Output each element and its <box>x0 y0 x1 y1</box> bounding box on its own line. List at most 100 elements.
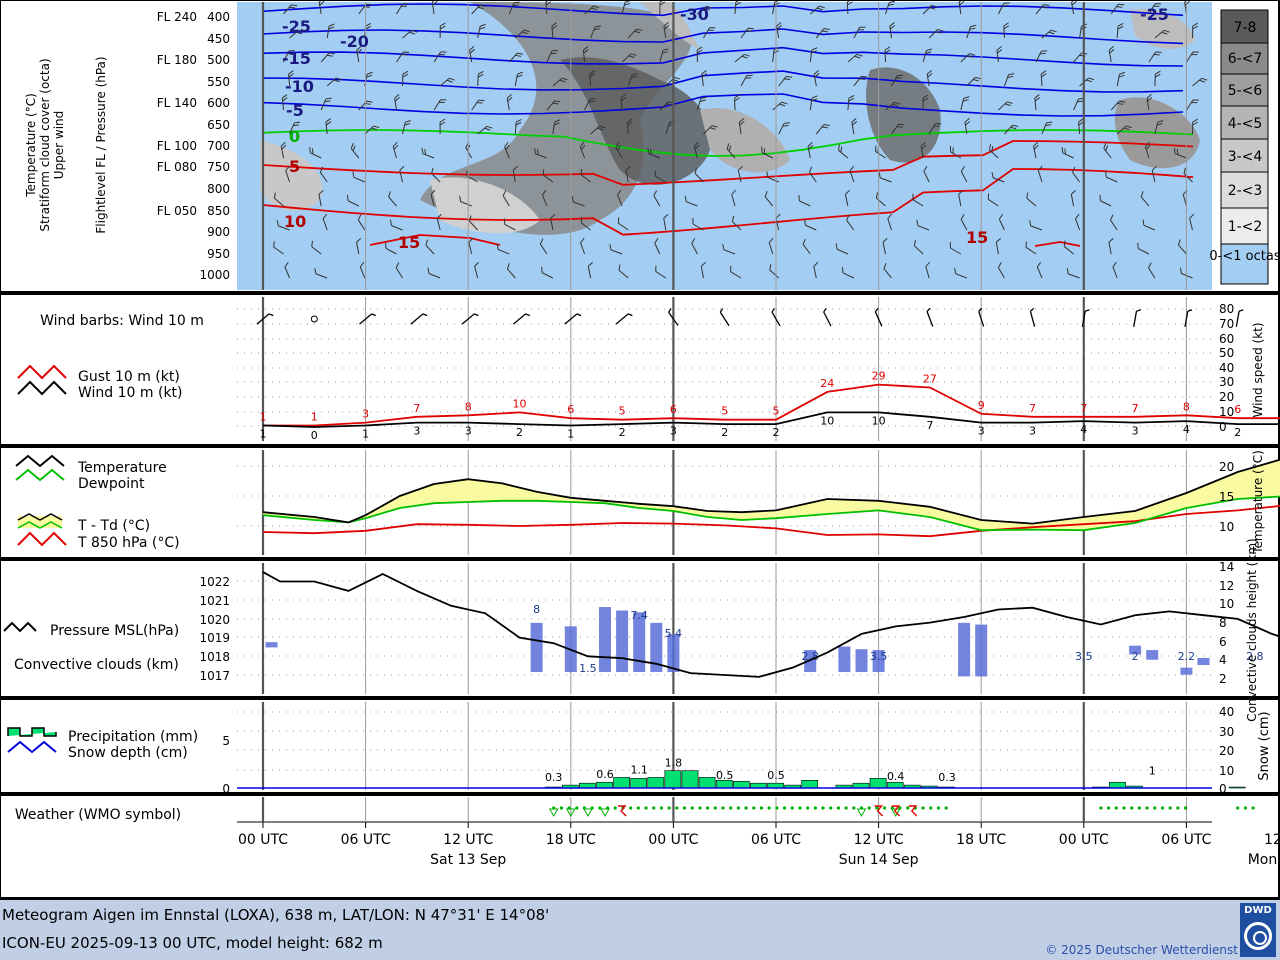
upper-wind-barb <box>1146 94 1153 111</box>
upper-wind-barb <box>769 264 780 279</box>
upper-wind-barb <box>926 70 933 87</box>
gust-value-label: 29 <box>872 370 886 383</box>
legend-gust: Gust 10 m (kt) <box>78 369 180 385</box>
upper-wind-barb <box>541 189 548 207</box>
upper-wind-barb <box>1142 219 1156 231</box>
upper-wind-barb <box>502 190 510 207</box>
upper-wind-barb <box>960 53 976 63</box>
time-label: 18 UTC <box>546 832 596 848</box>
upper-wind-barb <box>1148 262 1156 279</box>
upper-wind-barb <box>364 125 380 135</box>
convective-cloud-bar <box>975 624 988 677</box>
upper-wind-barb <box>875 192 886 207</box>
upper-wind-barb <box>1040 70 1047 87</box>
upper-wind-barb <box>776 21 782 39</box>
rain-dot <box>636 806 640 810</box>
upper-wind-barb <box>916 219 930 231</box>
y-tick: 10 <box>1219 520 1234 534</box>
upper-wind-barb <box>320 97 332 111</box>
upper-wind-barb <box>551 22 558 39</box>
rain-dot <box>936 806 941 810</box>
cloud-blob <box>1130 9 1195 50</box>
y-tick: 0 <box>1219 420 1227 434</box>
upper-wind-barb <box>663 22 670 39</box>
upper-wind-barb <box>552 119 561 135</box>
rain-dot <box>1122 806 1126 810</box>
upper-wind-barb <box>439 77 455 87</box>
gust-value-label: 10 <box>513 397 527 410</box>
legend-conv: Convective clouds (km) <box>14 657 179 673</box>
gust-value-label: 27 <box>923 373 937 386</box>
y-tick: 14 <box>1219 560 1234 574</box>
upper-wind-barb <box>402 70 409 87</box>
thunderstorm-icon <box>618 805 627 817</box>
wind-barbs-title: Wind barbs: Wind 10 m <box>40 313 204 329</box>
y-tick: 1018 <box>199 650 230 664</box>
wind-value-label: 2 <box>1234 426 1241 439</box>
upper-label-temp: Temperature (°C) <box>24 93 38 198</box>
cloud-cover-legend: 7-8 6-<7 5-<6 4-<5 3-<4 2-<3 1-<2 0-<1 o… <box>1209 9 1280 285</box>
legend-precip: Precipitation (mm) <box>68 729 198 745</box>
upper-wind-barb <box>433 51 447 63</box>
gust-value-label: 3 <box>362 408 369 421</box>
isotherm-label: -10 <box>285 77 314 96</box>
upper-wind-barb <box>691 238 698 255</box>
upper-wind-barb <box>813 69 820 87</box>
upper-wind-barb <box>997 2 1010 15</box>
upper-wind-barb <box>284 261 291 279</box>
upper-wind-barb <box>1041 29 1057 39</box>
upper-air-panel: -25 -20 -15 -10 -5 0 5 10 15 -30 -25 15 … <box>0 0 1280 293</box>
legend-dew: Dewpoint <box>78 476 145 492</box>
upper-wind-barb <box>913 240 924 255</box>
upper-wind-barb <box>1110 3 1125 15</box>
upper-wind-barb <box>700 261 707 279</box>
upper-wind-barb <box>388 191 397 207</box>
rain-dot <box>729 806 733 810</box>
temperature-line <box>262 458 1280 525</box>
rain-dot <box>821 806 825 810</box>
y-tick: 20 <box>1219 744 1234 758</box>
upper-wind-barb <box>692 218 704 231</box>
isotherm-label: -30 <box>680 5 709 24</box>
upper-wind-barb <box>590 125 606 135</box>
upper-wind-barb <box>1154 70 1161 87</box>
upper-wind-barb <box>950 145 962 159</box>
upper-wind-barb <box>731 189 737 207</box>
upper-wind-barb <box>1110 214 1118 231</box>
rain-dot <box>906 806 910 810</box>
precip-bar <box>1228 786 1246 789</box>
upper-wind-barb <box>655 265 667 279</box>
wind-value-label: 1 <box>362 428 369 441</box>
y-tick: 2 <box>1219 672 1227 686</box>
convective-cloud-bar <box>1197 657 1210 666</box>
upper-wind-barb <box>849 165 855 183</box>
upper-wind-barb <box>273 192 284 207</box>
gust-value-label: 5 <box>721 405 728 418</box>
temp-y-axis: 20 15 10 Temperature (°C) <box>1219 450 1265 555</box>
upper-wind-barb <box>477 125 493 135</box>
upper-wind-barb <box>1036 261 1043 279</box>
surface-wind-barb <box>771 307 781 327</box>
precip-y-axis-right: 40 30 20 10 0 Snow (cm) <box>1219 705 1272 796</box>
pressure-label: 850 <box>207 204 230 218</box>
rain-dot <box>1145 806 1149 810</box>
upper-wind-barb <box>550 213 556 231</box>
convective-label: 2.8 <box>1246 650 1264 663</box>
upper-wind-barb <box>1099 194 1112 207</box>
convective-cloud-bar <box>599 607 611 673</box>
rain-dot <box>752 806 756 810</box>
upper-wind-barb <box>534 148 548 159</box>
rain-dot <box>667 806 671 810</box>
upper-wind-barb <box>1063 240 1074 255</box>
upper-wind-barb <box>1026 192 1037 207</box>
upper-wind-barb <box>394 94 400 111</box>
upper-wind-barb <box>802 238 811 255</box>
upper-wind-barb <box>276 220 290 231</box>
upper-wind-barb <box>459 195 472 207</box>
surface-wind-barb <box>978 307 985 327</box>
surface-wind-barbs <box>256 307 1244 327</box>
gust-value-label: 8 <box>465 400 472 413</box>
upper-wind-barb <box>514 71 524 87</box>
wind-value-label: 10 <box>872 414 886 427</box>
isotherm-label: -25 <box>282 17 311 36</box>
